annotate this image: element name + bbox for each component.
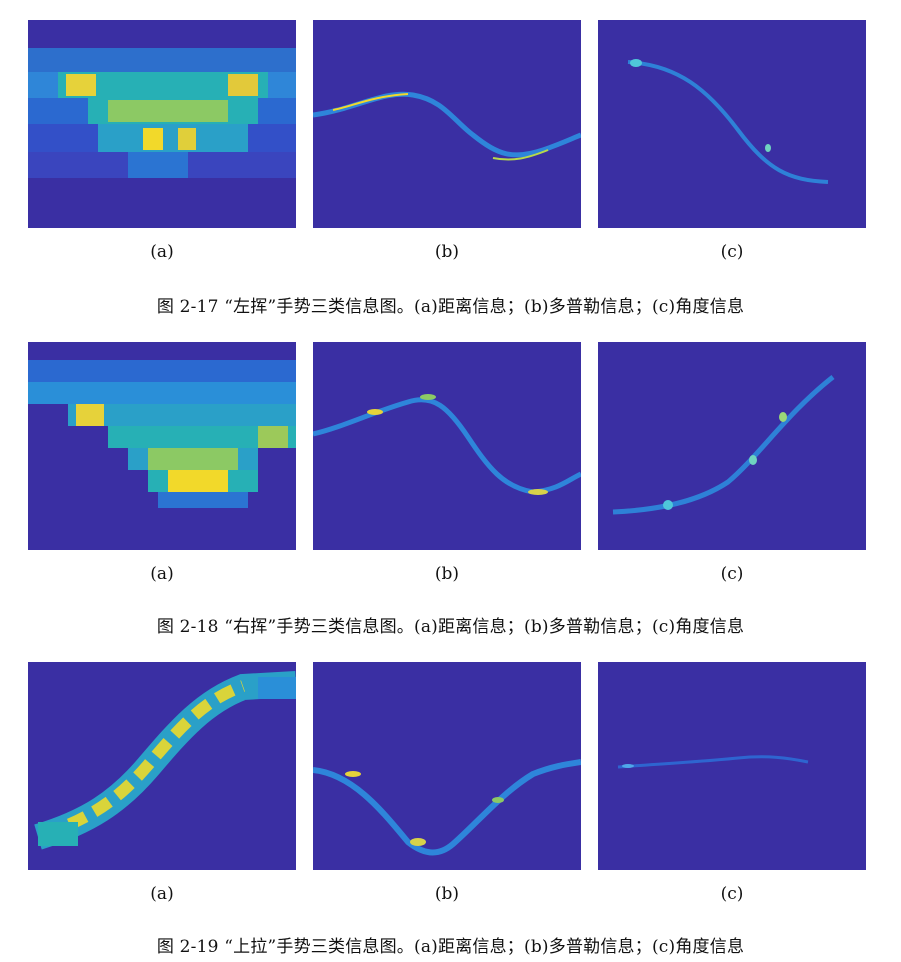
- doppler-map-svg: [313, 662, 581, 870]
- range-heatmap-svg: [28, 342, 296, 550]
- range-heatmap-right-swipe: [28, 342, 296, 550]
- doppler-map-svg: [313, 342, 581, 550]
- range-heatmap-left-swipe: [28, 20, 296, 228]
- panel-label-c: (c): [720, 564, 744, 584]
- panel-label-b: (b): [434, 884, 460, 904]
- doppler-map-right-swipe: [313, 342, 581, 550]
- panel-label-c: (c): [720, 884, 744, 904]
- range-heatmap-svg: [28, 20, 296, 228]
- angle-map-svg: [598, 662, 866, 870]
- panel-label-b: (b): [434, 564, 460, 584]
- figure-caption: 图 2-18 “右挥”手势三类信息图。(a)距离信息；(b)多普勒信息；(c)角…: [156, 617, 745, 637]
- range-heatmap-svg: [28, 662, 296, 870]
- doppler-map-left-swipe: [313, 20, 581, 228]
- panel-label-b: (b): [434, 242, 460, 262]
- angle-map-right-swipe: [598, 342, 866, 550]
- angle-map-svg: [598, 342, 866, 550]
- panel-label-c: (c): [720, 242, 744, 262]
- panel-label-a: (a): [150, 564, 174, 584]
- figure-caption: 图 2-17 “左挥”手势三类信息图。(a)距离信息；(b)多普勒信息；(c)角…: [156, 297, 745, 317]
- doppler-map-pull-up: [313, 662, 581, 870]
- range-heatmap-pull-up: [28, 662, 296, 870]
- angle-map-svg: [598, 20, 866, 228]
- panel-label-a: (a): [150, 242, 174, 262]
- doppler-map-svg: [313, 20, 581, 228]
- panel-label-a: (a): [150, 884, 174, 904]
- angle-map-left-swipe: [598, 20, 866, 228]
- figure-caption: 图 2-19 “上拉”手势三类信息图。(a)距离信息；(b)多普勒信息；(c)角…: [156, 937, 745, 957]
- angle-map-pull-up: [598, 662, 866, 870]
